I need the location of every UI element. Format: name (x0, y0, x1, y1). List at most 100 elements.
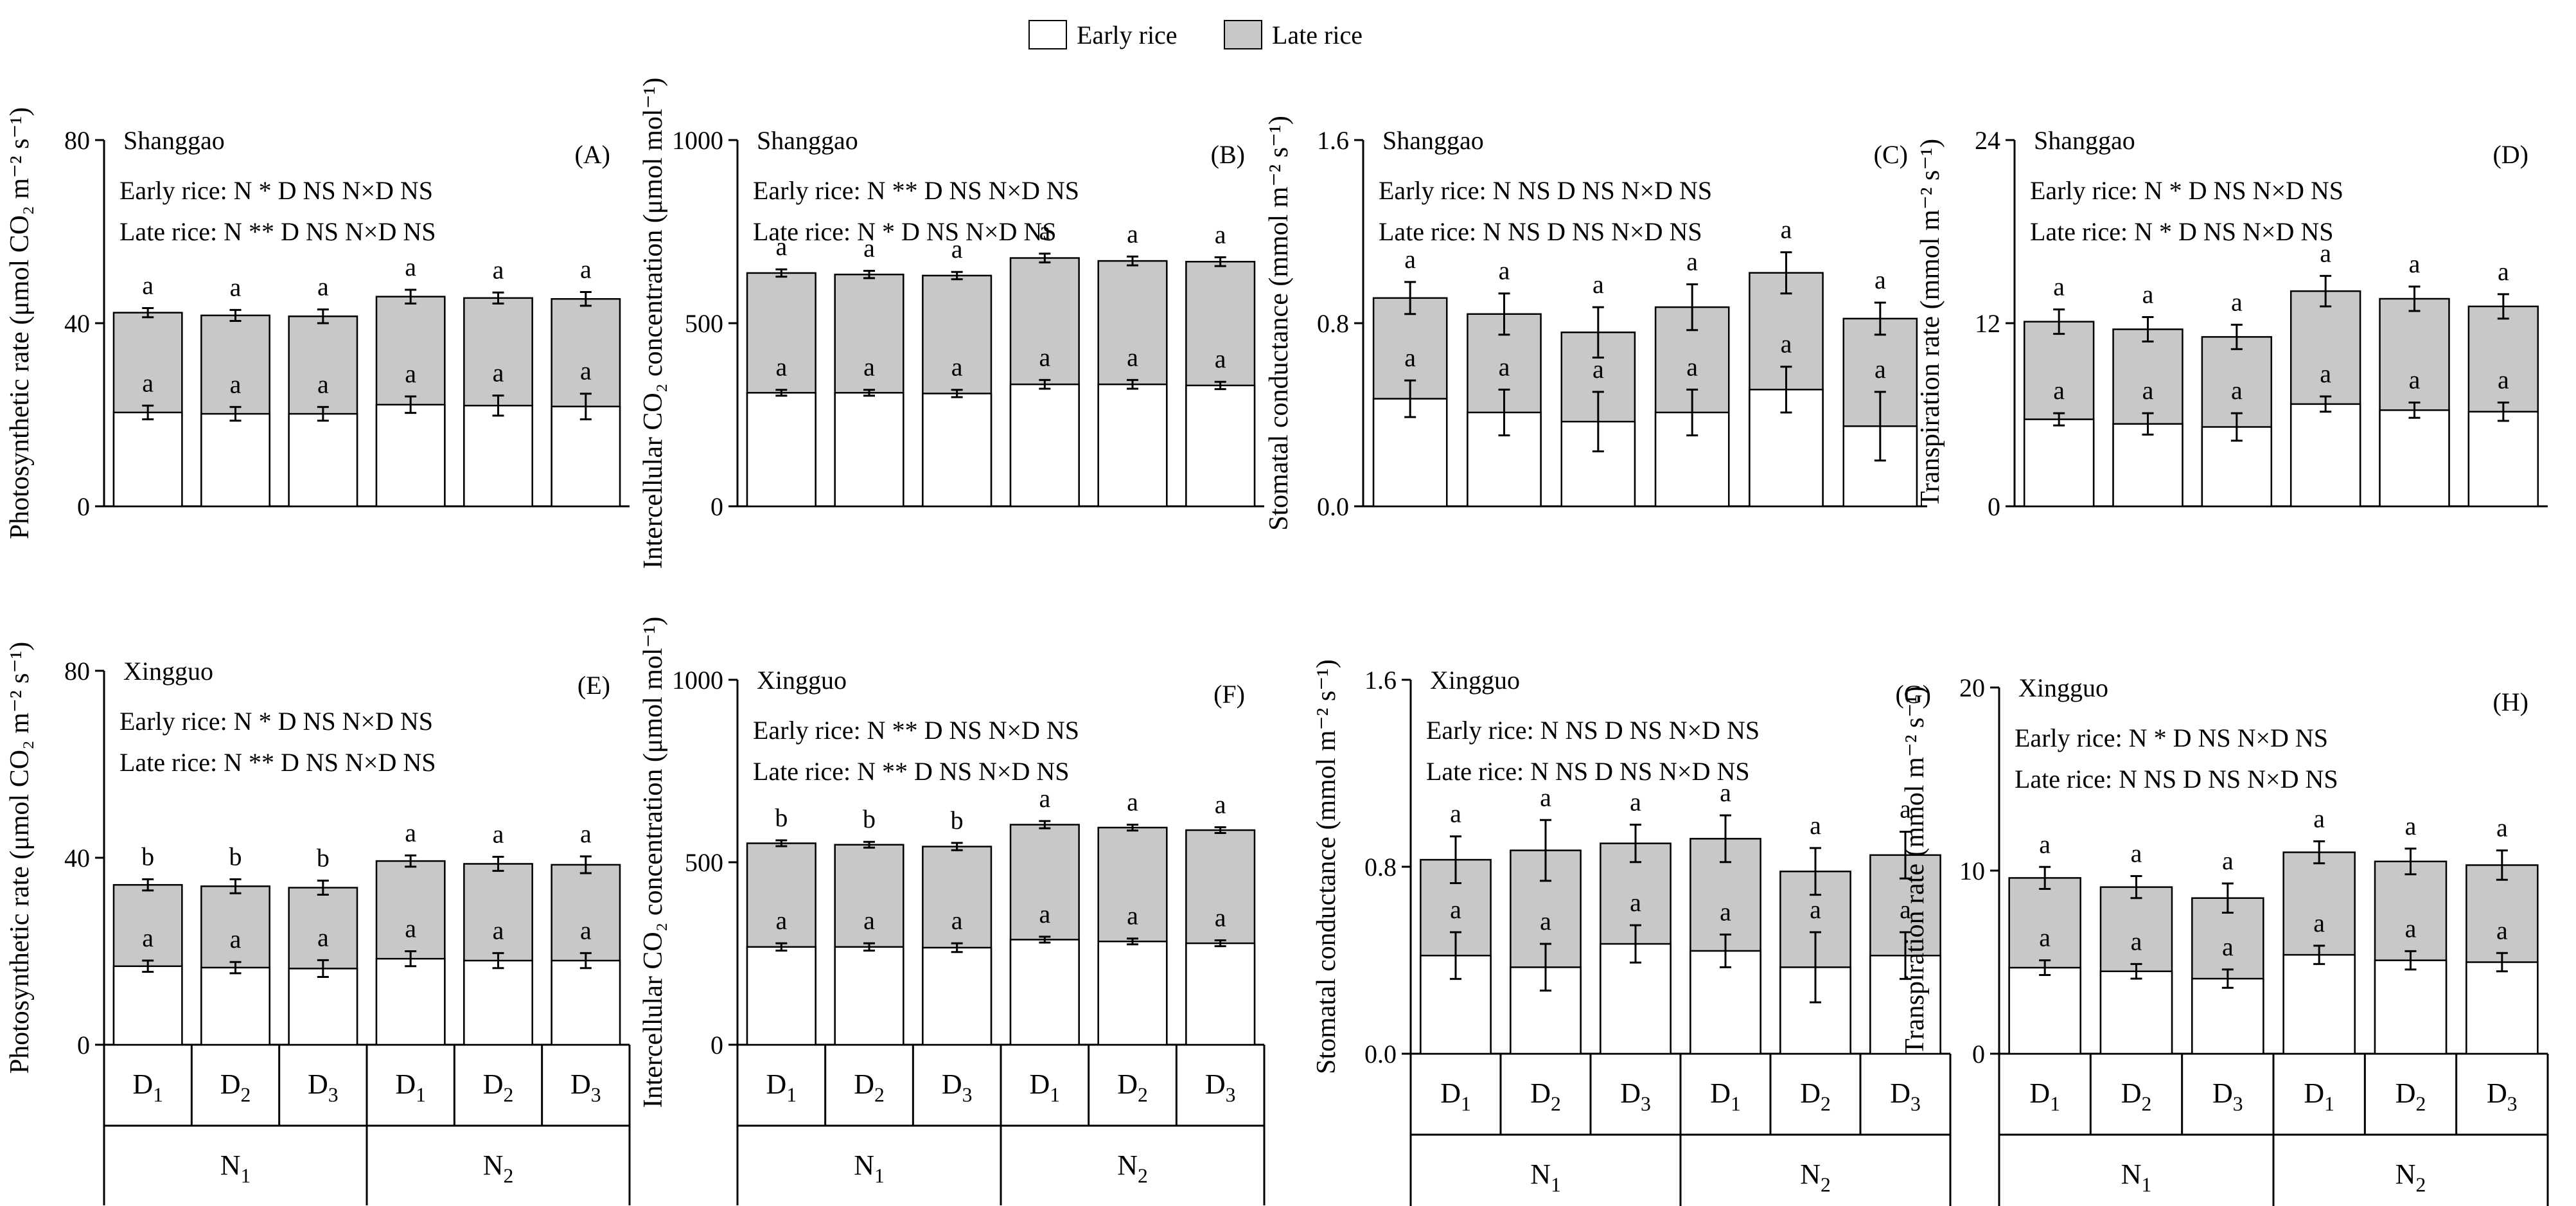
bar-early (1185, 942, 1256, 1046)
letter-late: a (1450, 799, 1461, 828)
letter-early: a (1630, 888, 1641, 917)
letter-late: a (1900, 794, 1911, 823)
letter-early: a (2231, 376, 2243, 405)
chart-panel-d: 0 12 24 Transpiration rate (mmol m⁻² s⁻¹) Sh… (1916, 126, 2548, 521)
x-tick-label: D3 (1890, 1077, 1921, 1115)
bar-early (288, 968, 358, 1046)
site-label: Shanggao (2034, 126, 2135, 155)
y-tick-label: 0.0 (1317, 492, 1349, 521)
letter-early: a (1039, 900, 1050, 928)
x-tick-label: D3 (2487, 1077, 2518, 1115)
y-tick-label: 0 (1972, 1040, 1985, 1069)
letter-late: a (142, 270, 154, 299)
group-label: N1 (1530, 1158, 1561, 1196)
y-tick-label: 0 (77, 492, 90, 521)
stats-text: Late rice: N ** D NS N×D NS (119, 217, 436, 246)
legend: Early rice Late rice (1028, 20, 1363, 49)
panel-label: (C) (1874, 140, 1908, 169)
letter-early: a (863, 906, 875, 935)
letter-late: a (580, 255, 592, 284)
x-tick-label: D2 (1530, 1077, 1561, 1115)
letter-late: a (493, 820, 504, 849)
y-tick-label: 20 (1959, 673, 1985, 702)
letter-early: a (1686, 352, 1698, 381)
bar-early (1600, 943, 1672, 1055)
letter-early: a (1039, 342, 1050, 371)
letter-early: a (2320, 359, 2331, 388)
letter-late: b (951, 806, 964, 835)
bar-early (2099, 970, 2173, 1055)
letter-late: a (1540, 783, 1551, 811)
bar-early (834, 946, 904, 1046)
letter-early: a (1127, 901, 1138, 930)
letter-late: a (493, 255, 504, 284)
letter-late: a (1127, 219, 1138, 248)
y-tick-label: 1000 (672, 126, 723, 155)
letter-late: a (405, 818, 416, 847)
letter-early: a (580, 357, 592, 386)
stats-text: Early rice: N NS D NS N×D NS (1426, 716, 1760, 745)
letter-late: b (141, 842, 154, 871)
letter-early: a (2405, 914, 2417, 943)
y-axis-label: Photosynthetic rate (μmol CO₂ m⁻² s⁻¹) (5, 642, 35, 1074)
y-axis-label: Photosynthetic rate (μmol CO₂ m⁻² s⁻¹) (5, 107, 35, 539)
letter-early: a (142, 368, 154, 397)
letter-late: a (1127, 787, 1138, 816)
bar-early (746, 946, 816, 1046)
letter-early: a (1875, 355, 1886, 384)
x-tick-label: D3 (942, 1069, 973, 1106)
bar-early (1009, 383, 1080, 508)
bar-early (834, 392, 904, 508)
y-tick-label: 500 (685, 848, 723, 877)
letter-late: a (2231, 287, 2243, 316)
panel-label: (H) (2492, 687, 2528, 716)
panel-label: (B) (1211, 140, 1245, 169)
x-tick-label: D3 (2212, 1077, 2243, 1115)
bar-early (463, 959, 533, 1046)
y-tick-label: 80 (64, 657, 90, 686)
bar-early (463, 405, 533, 508)
legend-swatch-early (1028, 20, 1067, 49)
legend-label-early: Early rice (1077, 21, 1178, 49)
letter-late: a (1781, 215, 1792, 244)
letter-late: a (1810, 811, 1821, 840)
letter-early: a (405, 914, 416, 943)
x-tick-label: D1 (132, 1069, 163, 1106)
panels: 0 40 80 Photosynthetic rate (μmol CO₂ m⁻² s… (5, 78, 2549, 1206)
y-tick-label: 0 (1988, 492, 2000, 521)
letter-early: a (2409, 366, 2421, 395)
letter-early: a (951, 906, 963, 935)
letter-early: a (1450, 895, 1461, 924)
bar-early (200, 966, 270, 1046)
stats-text: Late rice: N NS D NS N×D NS (1379, 217, 1702, 246)
bar-early (288, 412, 358, 508)
letter-late: a (405, 253, 416, 281)
bar-early (375, 403, 446, 508)
bar-early (2467, 411, 2539, 508)
y-tick-label: 0.8 (1317, 309, 1349, 338)
letter-early: a (230, 925, 242, 953)
y-tick-label: 24 (1975, 126, 2000, 155)
letter-early: a (863, 353, 875, 382)
letter-early: a (317, 369, 329, 398)
y-tick-label: 0 (710, 1031, 723, 1060)
letter-late: b (229, 842, 242, 871)
letter-early: a (1592, 355, 1604, 384)
bar-early (2191, 977, 2264, 1055)
bar-early (200, 412, 270, 508)
letter-early: a (1215, 344, 1226, 373)
letter-late: a (2039, 829, 2051, 858)
letter-early: a (951, 353, 963, 382)
stats-text: Early rice: N * D NS N×D NS (119, 176, 433, 205)
stats-text: Late rice: N * D NS N×D NS (753, 217, 1056, 246)
panel-label: (A) (574, 140, 610, 169)
site-label: Shanggao (1382, 126, 1484, 155)
site-label: Xingguo (1430, 666, 1520, 695)
letter-early: a (2131, 927, 2142, 955)
letter-early: a (1810, 895, 1821, 924)
letter-late: b (775, 803, 788, 832)
letter-late: a (1499, 256, 1510, 285)
x-tick-label: D2 (483, 1069, 514, 1106)
